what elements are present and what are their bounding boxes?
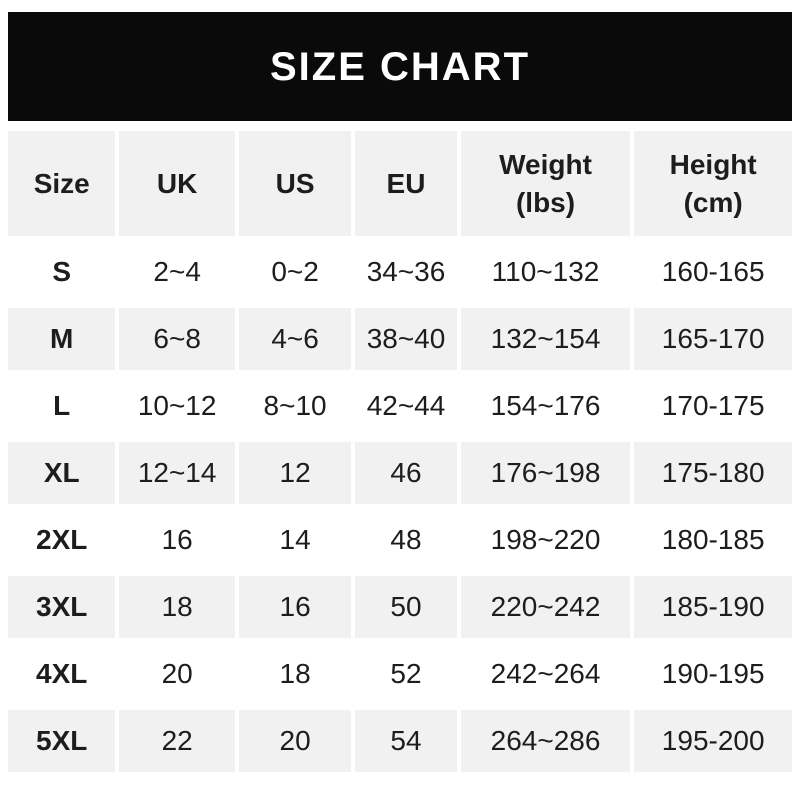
column-header-uk: UK	[119, 131, 235, 236]
size-chart-table: Size UK US EU Weight (lbs) Height (cm) S 2~4 0~2…	[8, 131, 792, 772]
cell-xl-height: 175-180	[634, 442, 792, 504]
cell-4xl-eu: 52	[355, 643, 457, 705]
row-label-s: S	[8, 241, 116, 303]
cell-m-uk: 6~8	[119, 308, 235, 370]
row-label-m: M	[8, 308, 116, 370]
cell-2xl-height: 180-185	[634, 509, 792, 571]
cell-4xl-weight: 242~264	[460, 643, 631, 705]
cell-4xl-us: 18	[238, 643, 352, 705]
cell-l-us: 8~10	[238, 375, 352, 437]
cell-s-height: 160-165	[634, 241, 792, 303]
cell-l-height: 170-175	[634, 375, 792, 437]
column-header-size: Size	[8, 131, 116, 236]
cell-l-eu: 42~44	[355, 375, 457, 437]
cell-3xl-us: 16	[238, 576, 352, 638]
cell-m-eu: 38~40	[355, 308, 457, 370]
cell-xl-weight: 176~198	[460, 442, 631, 504]
cell-5xl-us: 20	[238, 710, 352, 772]
row-label-4xl: 4XL	[8, 643, 116, 705]
row-label-xl: XL	[8, 442, 116, 504]
cell-3xl-height: 185-190	[634, 576, 792, 638]
row-label-2xl: 2XL	[8, 509, 116, 571]
column-header-eu: EU	[355, 131, 457, 236]
cell-xl-eu: 46	[355, 442, 457, 504]
cell-2xl-uk: 16	[119, 509, 235, 571]
cell-s-us: 0~2	[238, 241, 352, 303]
title-banner: SIZE CHART	[8, 12, 792, 121]
row-label-3xl: 3XL	[8, 576, 116, 638]
cell-2xl-weight: 198~220	[460, 509, 631, 571]
column-header-height: Height (cm)	[634, 131, 792, 236]
cell-5xl-height: 195-200	[634, 710, 792, 772]
row-label-5xl: 5XL	[8, 710, 116, 772]
cell-4xl-uk: 20	[119, 643, 235, 705]
cell-m-weight: 132~154	[460, 308, 631, 370]
cell-m-height: 165-170	[634, 308, 792, 370]
cell-s-weight: 110~132	[460, 241, 631, 303]
cell-2xl-eu: 48	[355, 509, 457, 571]
column-header-us: US	[238, 131, 352, 236]
cell-l-uk: 10~12	[119, 375, 235, 437]
cell-m-us: 4~6	[238, 308, 352, 370]
cell-xl-us: 12	[238, 442, 352, 504]
cell-l-weight: 154~176	[460, 375, 631, 437]
cell-xl-uk: 12~14	[119, 442, 235, 504]
cell-s-eu: 34~36	[355, 241, 457, 303]
cell-4xl-height: 190-195	[634, 643, 792, 705]
cell-3xl-eu: 50	[355, 576, 457, 638]
cell-5xl-uk: 22	[119, 710, 235, 772]
cell-3xl-uk: 18	[119, 576, 235, 638]
cell-2xl-us: 14	[238, 509, 352, 571]
cell-3xl-weight: 220~242	[460, 576, 631, 638]
column-header-weight: Weight (lbs)	[460, 131, 631, 236]
cell-5xl-weight: 264~286	[460, 710, 631, 772]
page-title: SIZE CHART	[270, 44, 530, 89]
cell-s-uk: 2~4	[119, 241, 235, 303]
row-label-l: L	[8, 375, 116, 437]
cell-5xl-eu: 54	[355, 710, 457, 772]
